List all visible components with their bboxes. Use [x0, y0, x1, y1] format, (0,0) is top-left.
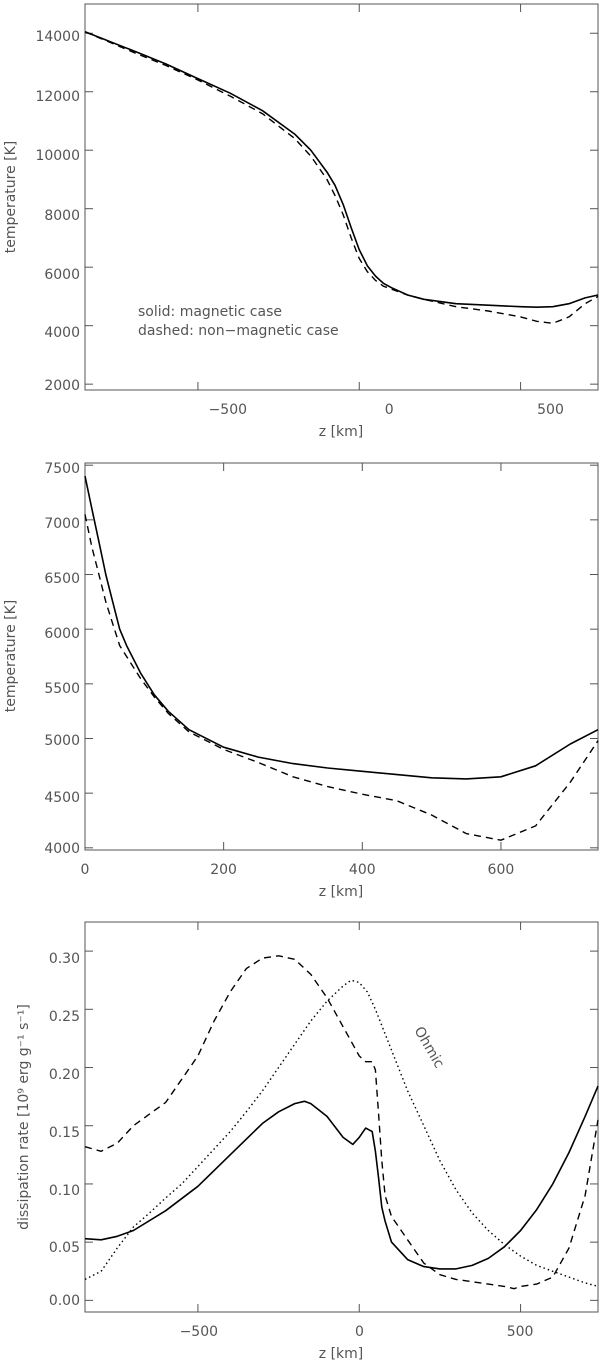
- series-line-dashed: [84, 31, 599, 324]
- x-tick-label: 0: [81, 862, 90, 878]
- y-tick-label: 6000: [44, 626, 80, 642]
- legend-annotation-dashed: dashed: non−magnetic case: [138, 323, 339, 339]
- x-axis-title: z [km]: [319, 424, 363, 440]
- x-tick-label: 500: [537, 402, 564, 418]
- y-tick-label: 2000: [44, 378, 80, 394]
- axis-ticks: [85, 4, 598, 390]
- x-axis-title: z [km]: [319, 1346, 363, 1361]
- series-line-solid: [84, 475, 599, 780]
- y-axis-title: temperature [K]: [3, 600, 19, 713]
- y-axis-title: dissipation rate [10⁹ erg g⁻¹ s⁻¹]: [16, 1004, 32, 1230]
- y-axis-title: temperature [K]: [3, 141, 19, 254]
- series-group: [84, 475, 599, 841]
- series-group: [84, 31, 599, 324]
- panel-temperature-zoom: 0 200 400 600 4000 4500 5000 5500 6000 6…: [3, 461, 599, 900]
- panel-temperature-full-range: −500 0 500 2000 4000 6000 8000 10000 120…: [3, 3, 599, 440]
- x-axis-title: z [km]: [319, 884, 363, 900]
- y-tick-label: 0.00: [49, 1293, 80, 1309]
- series-line-dashed: [84, 955, 599, 1290]
- x-tick-label: −500: [180, 1324, 218, 1340]
- series-line-solid: [84, 31, 599, 309]
- y-tick-label: 4000: [44, 841, 80, 857]
- series-line-solid: [84, 1085, 599, 1270]
- legend-annotation-solid: solid: magnetic case: [138, 304, 282, 320]
- series-line-dotted: [84, 979, 599, 1288]
- y-tick-label: 6000: [44, 267, 80, 283]
- y-tick-label: 4500: [44, 790, 80, 806]
- y-tick-label: 7000: [44, 516, 80, 532]
- axis-ticks: [85, 922, 598, 1312]
- x-tick-label: 200: [210, 862, 237, 878]
- y-tick-label: 14000: [35, 29, 80, 45]
- plot-frame: [84, 462, 599, 851]
- y-tick-label: 12000: [35, 89, 80, 105]
- y-tick-label: 0.20: [49, 1067, 80, 1083]
- series-group: [84, 955, 599, 1290]
- y-tick-label: 0.05: [49, 1240, 80, 1256]
- y-tick-label: 6500: [44, 571, 80, 587]
- series-line-dashed: [84, 514, 599, 841]
- plot-frame: [84, 3, 599, 391]
- x-tick-label: 600: [488, 862, 515, 878]
- y-tick-label: 8000: [44, 208, 80, 224]
- series-label-ohmic: Ohmic: [411, 1024, 447, 1071]
- y-tick-label: 10000: [35, 148, 80, 164]
- x-tick-label: 0: [355, 1324, 364, 1340]
- y-tick-label: 0.25: [49, 1009, 80, 1025]
- axis-ticks: [84, 463, 598, 850]
- panel-dissipation-rate: −500 0 500 0.00 0.05 0.10 0.15 0.20 0.25…: [16, 921, 599, 1361]
- y-tick-label: 0.15: [49, 1125, 80, 1141]
- x-tick-label: 500: [507, 1324, 534, 1340]
- x-tick-label: −500: [209, 402, 247, 418]
- y-tick-label: 7500: [44, 461, 80, 477]
- x-tick-label: 400: [349, 862, 376, 878]
- y-tick-label: 0.30: [49, 951, 80, 967]
- y-tick-label: 0.10: [49, 1183, 80, 1199]
- y-tick-label: 5000: [44, 733, 80, 749]
- y-tick-label: 5500: [44, 681, 80, 697]
- plot-frame: [84, 921, 599, 1313]
- x-tick-label: 0: [385, 402, 394, 418]
- y-tick-label: 4000: [44, 325, 80, 341]
